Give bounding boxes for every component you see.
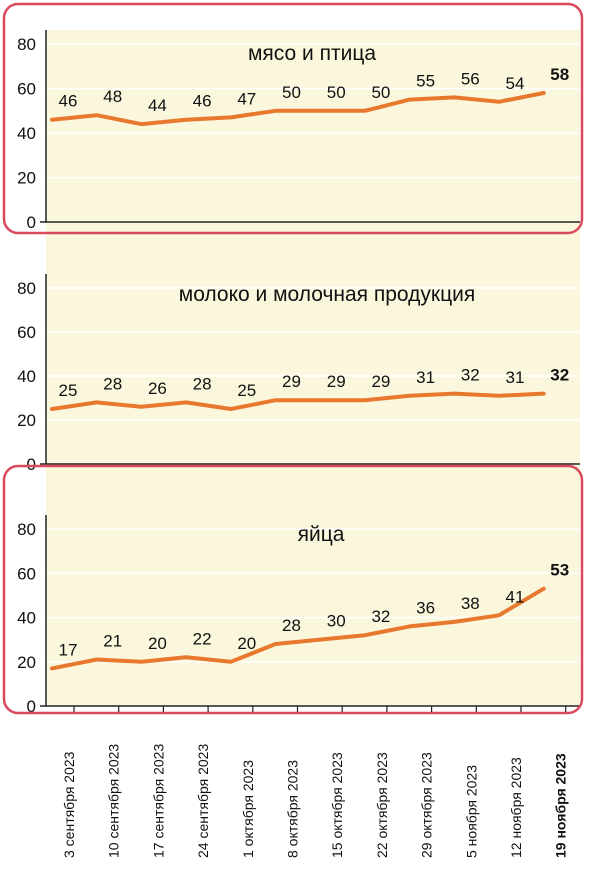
data-label: 25	[237, 381, 256, 400]
data-label: 32	[461, 366, 480, 385]
x-tick-label: 29 октября 2023	[419, 752, 435, 858]
data-label: 58	[550, 65, 569, 84]
panel-title: мясо и птица	[248, 42, 376, 65]
y-tick-label: 0	[27, 697, 36, 716]
y-tick-label: 60	[17, 323, 36, 342]
panel-2: 0 20 40 60 80 молоко и молочная продукция 25 28…	[17, 274, 580, 474]
data-label: 50	[371, 83, 390, 102]
data-label: 25	[59, 381, 78, 400]
panel-3: 0 20 40 60 80 яйца 17 21 20 22 20 28 30 32 36 38 41 53	[2, 464, 584, 716]
y-tick-label: 40	[17, 124, 36, 143]
y-tick-label: 80	[17, 520, 36, 539]
data-label: 29	[282, 372, 301, 391]
series-line	[50, 586, 546, 671]
x-tick-label: 17 сентября 2023	[150, 744, 166, 858]
data-label: 54	[506, 74, 525, 93]
data-label: 28	[282, 616, 301, 635]
highlight-frame	[2, 2, 584, 235]
data-label: 26	[148, 379, 167, 398]
x-tick-label: 10 сентября 2023	[106, 744, 122, 858]
data-label: 53	[550, 561, 569, 580]
data-label: 50	[282, 83, 301, 102]
x-tick-label: 8 октября 2023	[285, 760, 301, 858]
y-tick-label: 80	[17, 279, 36, 298]
data-label: 17	[59, 640, 78, 659]
data-label: 56	[461, 69, 480, 88]
data-label: 48	[103, 87, 122, 106]
y-tick-label: 20	[17, 169, 36, 188]
y-tick-label: 60	[17, 564, 36, 583]
data-label: 46	[193, 92, 212, 111]
x-tick-label: 22 октября 2023	[374, 752, 390, 858]
panel-title: молоко и молочная продукция	[179, 283, 475, 306]
data-label: 20	[148, 634, 167, 653]
data-label: 30	[327, 612, 346, 631]
panel-1: 0 20 40 60 80 мясо и птица 46 48 44 46 47 50 50 50 55 5…	[2, 2, 584, 235]
data-label: 36	[416, 598, 435, 617]
x-tick-label: 5 ноября 2023	[463, 765, 479, 858]
data-label: 29	[327, 372, 346, 391]
x-tick-label: 15 октября 2023	[329, 752, 345, 858]
plot-background	[46, 30, 580, 706]
data-label: 22	[193, 629, 212, 648]
y-tick-label: 20	[17, 411, 36, 430]
data-label: 50	[327, 83, 346, 102]
data-label: 21	[103, 632, 122, 651]
y-tick-label: 80	[17, 35, 36, 54]
data-label: 20	[237, 634, 256, 653]
x-tick-label: 19 ноября 2023	[553, 753, 569, 858]
data-label: 31	[416, 368, 435, 387]
y-tick-label: 0	[27, 455, 36, 474]
y-tick-label: 60	[17, 80, 36, 99]
data-label: 32	[371, 607, 390, 626]
data-label: 28	[103, 374, 122, 393]
data-label: 29	[371, 372, 390, 391]
data-label: 44	[148, 96, 167, 115]
data-label: 31	[506, 368, 525, 387]
y-tick-label: 20	[17, 653, 36, 672]
data-label: 32	[550, 366, 569, 385]
x-axis: 3 сентября 2023 10 сентября 2023 17 сентяб…	[61, 706, 569, 858]
x-tick-label: 3 сентября 2023	[61, 751, 77, 858]
series-line	[50, 391, 546, 411]
highlight-frame	[2, 464, 584, 715]
series-line	[50, 91, 546, 127]
data-label: 38	[461, 594, 480, 613]
y-tick-label: 40	[17, 609, 36, 628]
y-tick-label: 0	[27, 213, 36, 232]
data-label: 41	[506, 587, 525, 606]
data-label: 46	[59, 92, 78, 111]
data-label: 47	[237, 89, 256, 108]
panel-title: яйца	[298, 523, 345, 546]
x-tick-label: 1 октября 2023	[240, 760, 256, 858]
data-label: 28	[193, 374, 212, 393]
x-tick-label: 12 ноября 2023	[508, 757, 524, 858]
x-tick-label: 24 сентября 2023	[195, 744, 211, 858]
data-label: 55	[416, 72, 435, 91]
y-tick-label: 40	[17, 367, 36, 386]
